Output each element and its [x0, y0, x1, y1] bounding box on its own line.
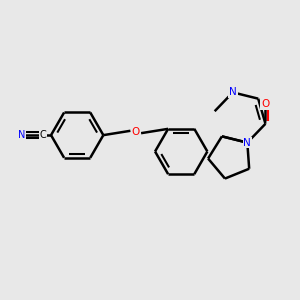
Text: O: O — [132, 127, 140, 137]
Text: N: N — [243, 138, 251, 148]
Text: N: N — [18, 130, 25, 140]
Text: O: O — [261, 100, 270, 110]
Text: C: C — [39, 130, 46, 140]
Text: N: N — [229, 87, 237, 98]
